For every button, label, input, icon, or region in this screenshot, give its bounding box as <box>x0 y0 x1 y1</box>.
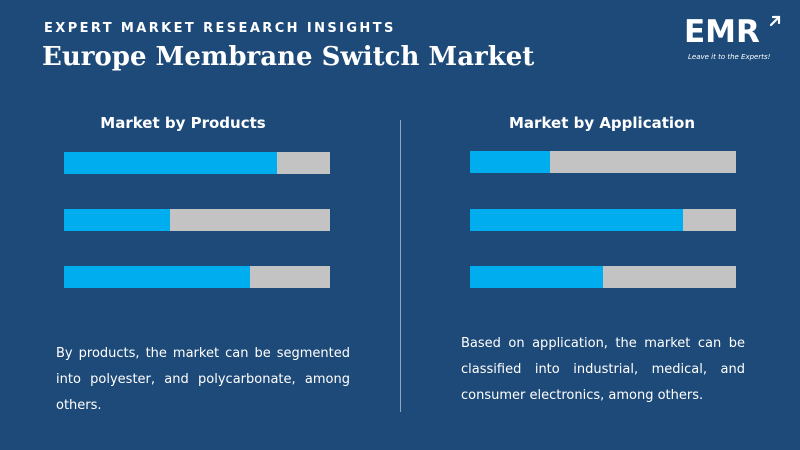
application-bar-1 <box>470 151 736 173</box>
application-chart-title: Market by Application <box>509 114 695 132</box>
products-bar-1-fill <box>64 152 277 174</box>
products-bar-3 <box>64 266 330 288</box>
products-bar-2-fill <box>64 209 171 231</box>
logo-tagline: Leave it to the Experts! <box>688 53 771 61</box>
application-bar-3 <box>470 266 736 288</box>
application-bar-1-fill <box>470 151 550 173</box>
products-description: By products, the market can be segmented… <box>56 346 350 413</box>
application-description: Based on application, the market can be … <box>461 336 745 403</box>
up-right-arrow-icon <box>769 15 781 27</box>
application-bar-2 <box>470 209 736 231</box>
products-chart-title: Market by Products <box>100 114 266 132</box>
panel-divider <box>400 120 401 412</box>
page-title: Europe Membrane Switch Market <box>42 42 535 72</box>
emr-logo: EMR Leave it to the Experts! <box>684 14 784 64</box>
products-bar-2 <box>64 209 330 231</box>
application-bar-3-fill <box>470 266 603 288</box>
products-bar-3-fill <box>64 266 251 288</box>
header-kicker: EXPERT MARKET RESEARCH INSIGHTS <box>44 21 396 36</box>
logo-text: EMR <box>684 14 760 50</box>
application-bar-2-fill <box>470 209 683 231</box>
products-bar-1 <box>64 152 330 174</box>
